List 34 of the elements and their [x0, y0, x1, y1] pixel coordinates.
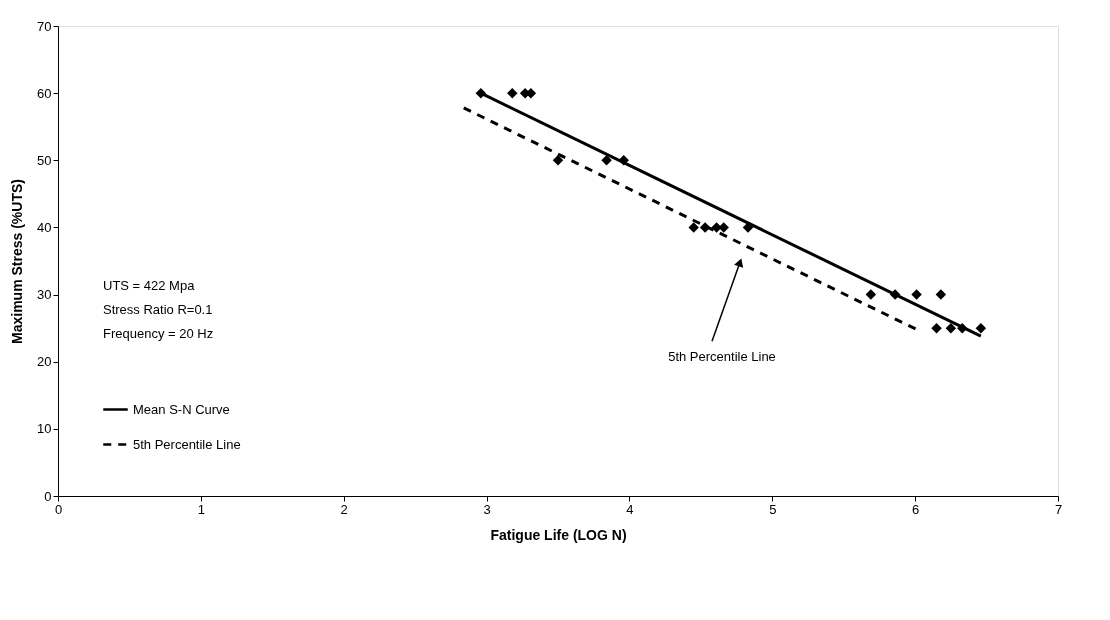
y-tick-label: 70	[37, 18, 52, 34]
point	[931, 322, 942, 334]
point	[911, 289, 922, 300]
annotation: UTS = 422 Mpa	[103, 278, 196, 293]
point	[945, 322, 957, 334]
annotation: Stress Ratio R=0.1	[103, 302, 213, 317]
x-axis-title: Fatigue Life (LOG N)	[490, 526, 627, 543]
point	[601, 155, 612, 166]
y-tick-label: 30	[37, 287, 52, 303]
point	[552, 155, 564, 166]
point	[935, 289, 947, 300]
point	[975, 322, 987, 334]
y-tick-label: 20	[37, 354, 52, 370]
y-tick-label: 40	[37, 219, 52, 235]
annotation: Frequency = 20 Hz	[103, 326, 214, 341]
y-tick-label: 0	[44, 488, 52, 504]
x-tick-label: 7	[1054, 501, 1063, 517]
y-tick-label: 50	[37, 152, 52, 168]
annotation: 5th Percentile Line	[668, 349, 776, 365]
x-tick-label: 1	[197, 501, 205, 517]
x-tick-label: 4	[626, 501, 634, 517]
x-tick-label: 3	[483, 501, 491, 517]
legend-label: 5th Percentile Line	[133, 436, 241, 452]
x-tick-label: 2	[340, 501, 348, 517]
legend-label: Mean S-N Curve	[133, 401, 230, 417]
y-tick-label: 60	[37, 85, 52, 101]
x-tick-label: 0	[54, 501, 63, 517]
x-tick-label: 5	[769, 501, 777, 517]
x-tick-label: 6	[912, 501, 920, 517]
point	[507, 87, 518, 99]
y-axis-title: Maximum Stress (%UTS)	[9, 179, 26, 344]
point	[688, 222, 699, 233]
y-tick-label: 10	[37, 421, 52, 437]
point	[865, 289, 877, 300]
